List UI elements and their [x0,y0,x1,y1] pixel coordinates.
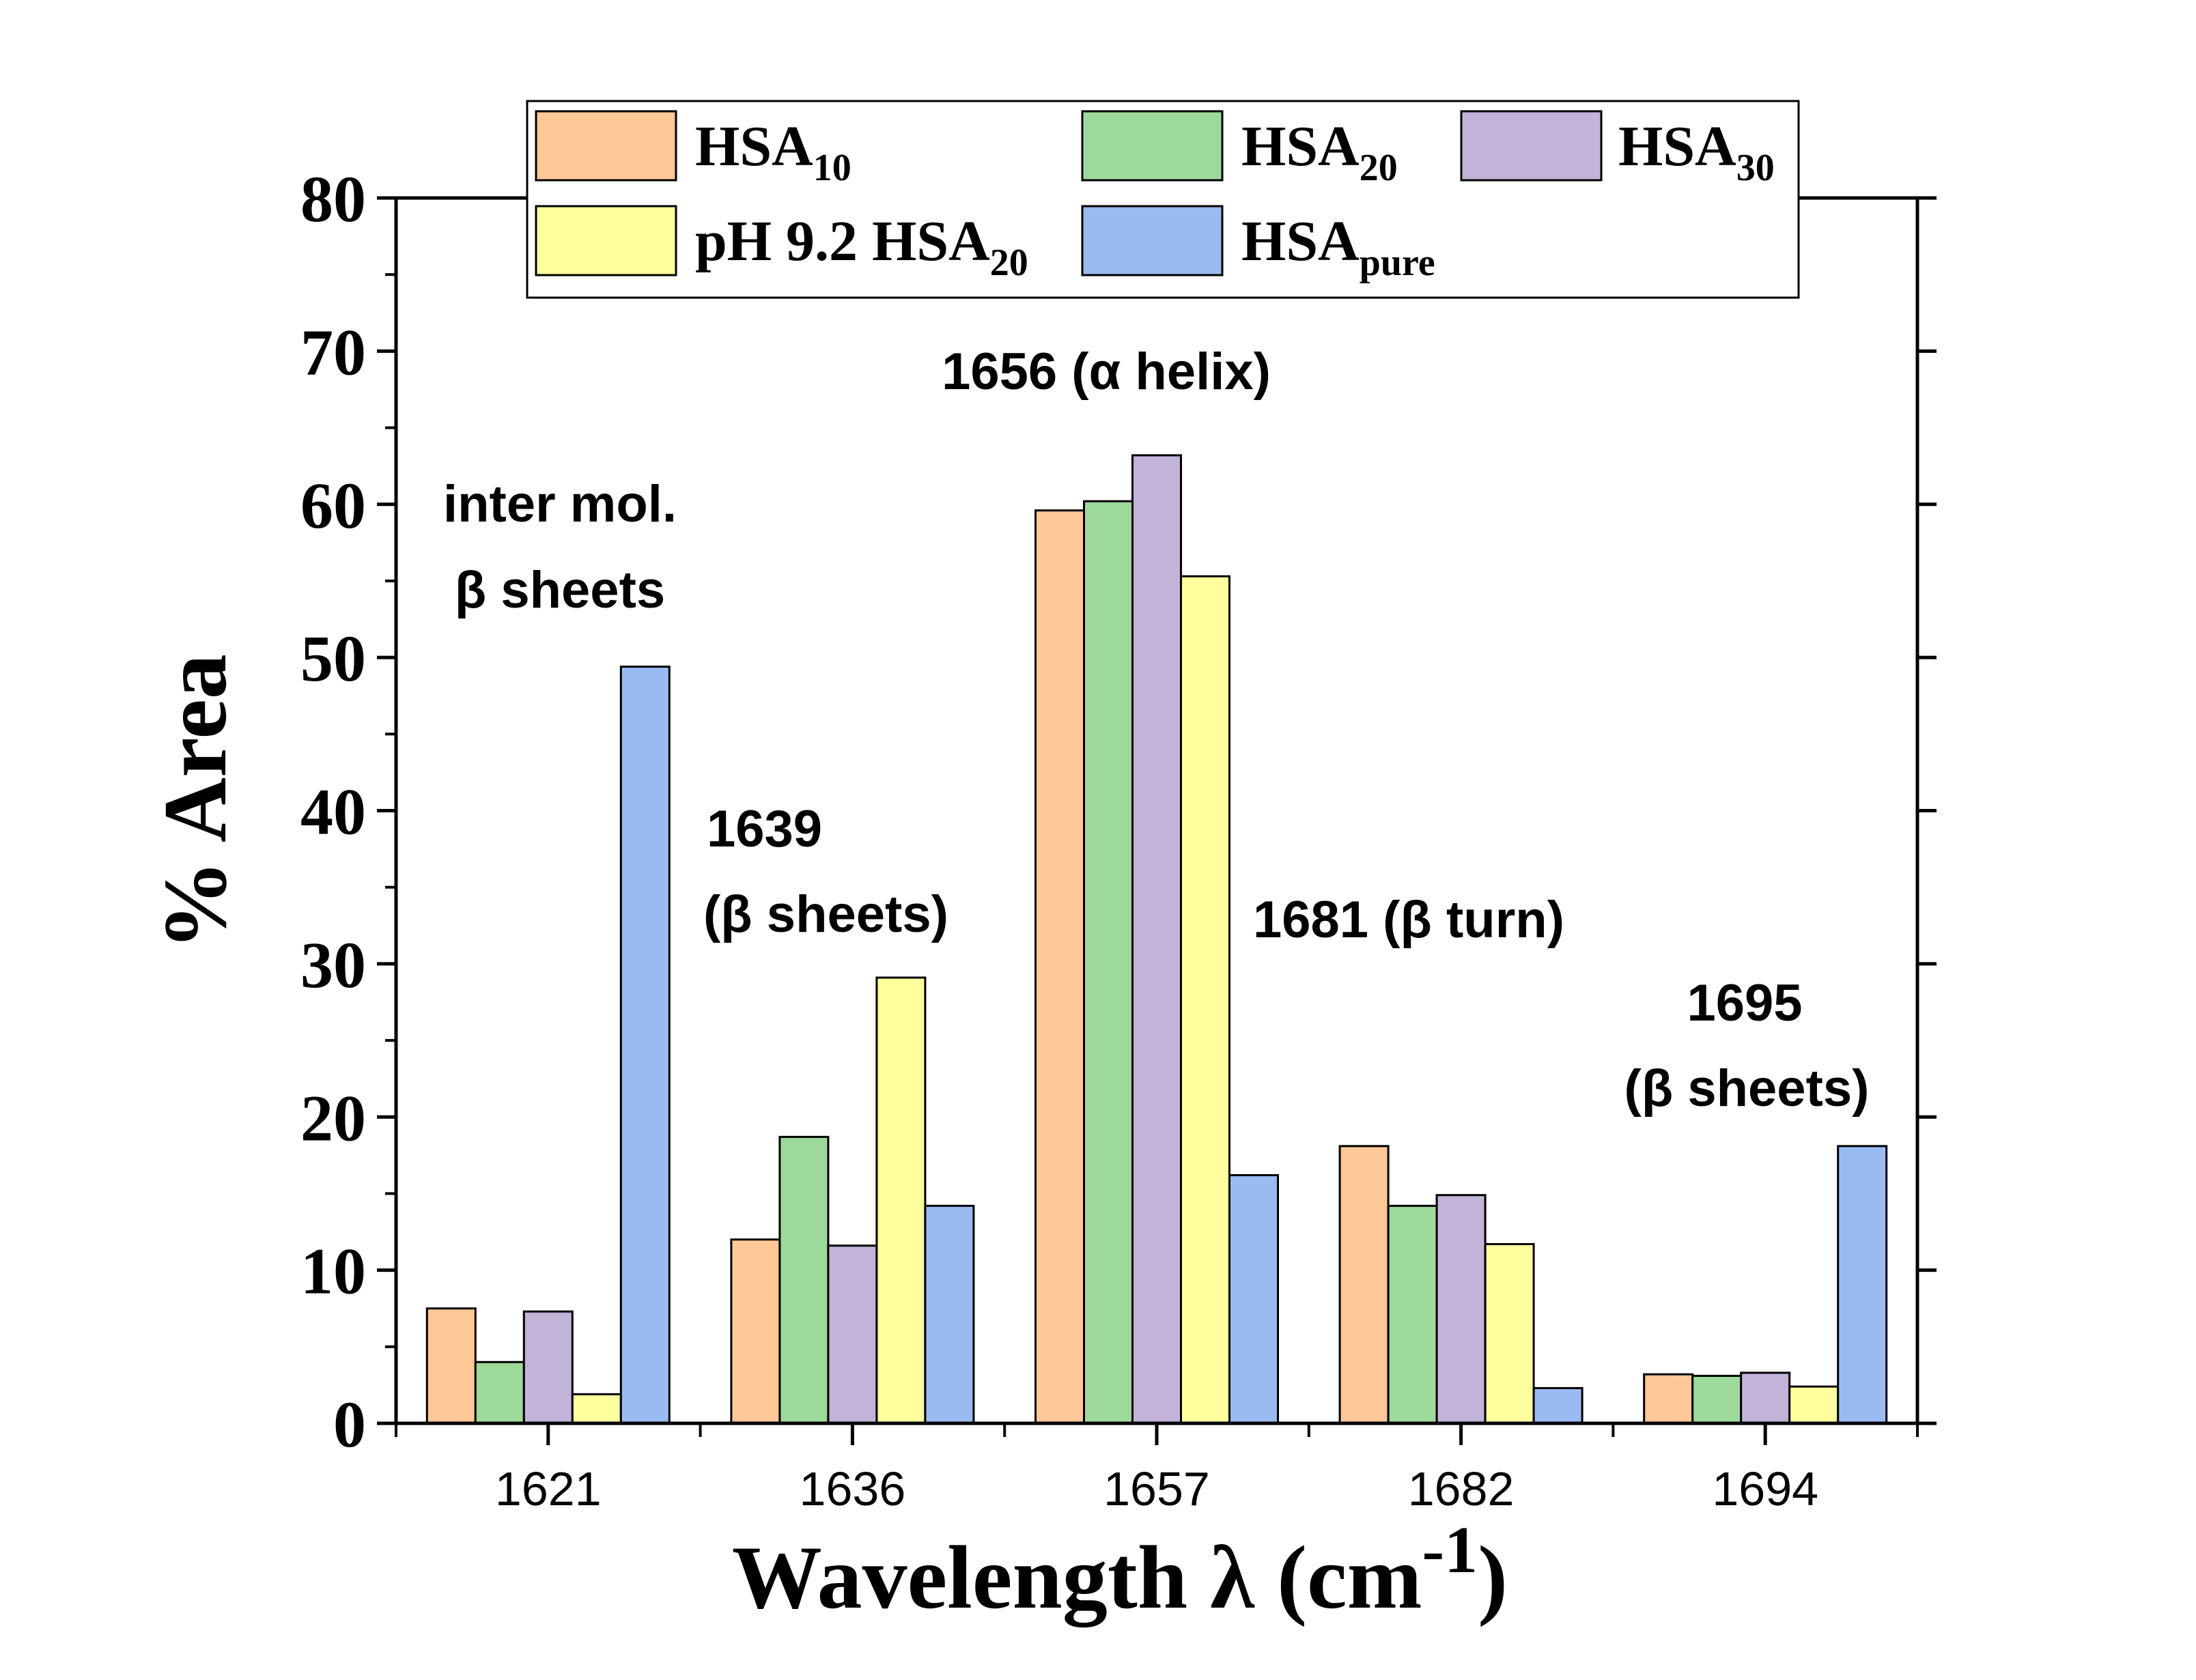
y-tick-label: 60 [300,469,366,542]
bar-ph-9-2-hsa20-1636 [875,976,927,1425]
legend-item-hsa20: HSA20 [1081,110,1398,189]
legend: HSA10 HSA20 HSA30 pH 9.2 HSA20 HSApure [526,100,1800,299]
x-tick-label: 1694 [1712,1462,1818,1515]
annotation-1656: 1656 (α helix) [942,343,1271,401]
bar-hsa30-1636 [827,1244,878,1425]
y-tick-label: 70 [300,315,366,388]
bar-hsa20-1636 [778,1135,830,1425]
bar-hsapure-1636 [924,1204,975,1425]
annotation-1621-line1: inter mol. [443,475,677,533]
legend-label-hsapure: HSApure [1241,210,1435,284]
legend-label-hsa10: HSA10 [695,115,851,189]
y-tick-label: 0 [333,1388,366,1461]
legend-swatch-ph92-hsa20 [535,205,677,276]
legend-label-ph92-hsa20: pH 9.2 HSA20 [695,210,1028,284]
y-tick-label: 20 [300,1081,366,1154]
annotation-1695-line1: 1695 [1687,974,1802,1032]
x-tick-label: 1682 [1408,1462,1515,1515]
bar-hsa20-1694 [1691,1374,1743,1425]
y-tick-label: 50 [300,622,366,695]
x-tick-label: 1621 [495,1462,602,1515]
x-axis-title-sup: -1 [1422,1513,1478,1587]
annotation-1681: 1681 (β turn) [1253,891,1564,949]
y-tick-label: 10 [300,1235,366,1308]
legend-swatch-hsa10 [535,110,677,182]
bar-ph-9-2-hsa20-1682 [1484,1242,1535,1425]
bar-hsa20-1657 [1083,500,1134,1425]
bar-hsa20-1682 [1387,1204,1438,1425]
legend-item-hsa30: HSA30 [1460,110,1775,189]
bar-hsa10-1694 [1643,1373,1694,1425]
bar-hsa10-1682 [1338,1145,1390,1425]
x-tick-label: 1636 [800,1462,906,1515]
bar-hsa30-1694 [1740,1371,1791,1425]
bar-hsa10-1636 [730,1238,781,1425]
x-axis-title-main: Wavelength λ (cm [732,1527,1422,1627]
y-tick-label: 40 [300,775,366,849]
annotation-1639-line1: 1639 [707,800,822,858]
legend-item-hsapure: HSApure [1081,205,1435,284]
bar-ph-9-2-hsa20-1657 [1180,575,1230,1425]
legend-label-hsa20: HSA20 [1241,115,1398,189]
bar-hsa30-1621 [522,1310,574,1425]
bar-hsa20-1621 [474,1361,525,1425]
bar-hsa10-1657 [1034,509,1085,1425]
bar-ph-9-2-hsa20-1621 [571,1393,622,1425]
bar-hsapure-1694 [1837,1145,1888,1425]
legend-item-hsa10: HSA10 [535,110,851,189]
y-tick-label: 80 [300,162,366,236]
x-axis-title-close: ) [1478,1527,1508,1627]
x-tick-label: 1657 [1103,1462,1210,1515]
legend-label-hsa30: HSA30 [1618,115,1775,189]
y-ticks: 0 10 20 30 40 50 60 70 80 [300,162,1937,1461]
legend-swatch-hsa20 [1081,110,1224,182]
bar-hsa10-1621 [425,1307,477,1425]
bar-hsa30-1682 [1435,1194,1487,1425]
bar-ph-9-2-hsa20-1694 [1788,1385,1840,1425]
bar-hsapure-1621 [619,666,671,1425]
x-ticks: 1621 1636 1657 1682 1694 [395,1423,1919,1515]
bars-layer [425,454,1888,1425]
annotation-1695-line2: (β sheets) [1624,1059,1870,1117]
y-axis-title: % Area [145,654,245,950]
bar-hsapure-1682 [1532,1386,1583,1425]
x-axis-title: Wavelength λ (cm-1) [732,1513,1508,1627]
y-tick-label: 30 [300,928,366,1001]
annotation-1639-line2: (β sheets) [703,885,948,943]
legend-swatch-hsapure [1081,205,1224,276]
legend-swatch-hsa30 [1460,110,1603,182]
bar-hsa30-1657 [1131,454,1182,1425]
legend-item-ph92-hsa20: pH 9.2 HSA20 [535,205,1028,284]
bar-hsapure-1657 [1228,1174,1279,1425]
annotation-1621-line2: β sheets [455,561,665,619]
